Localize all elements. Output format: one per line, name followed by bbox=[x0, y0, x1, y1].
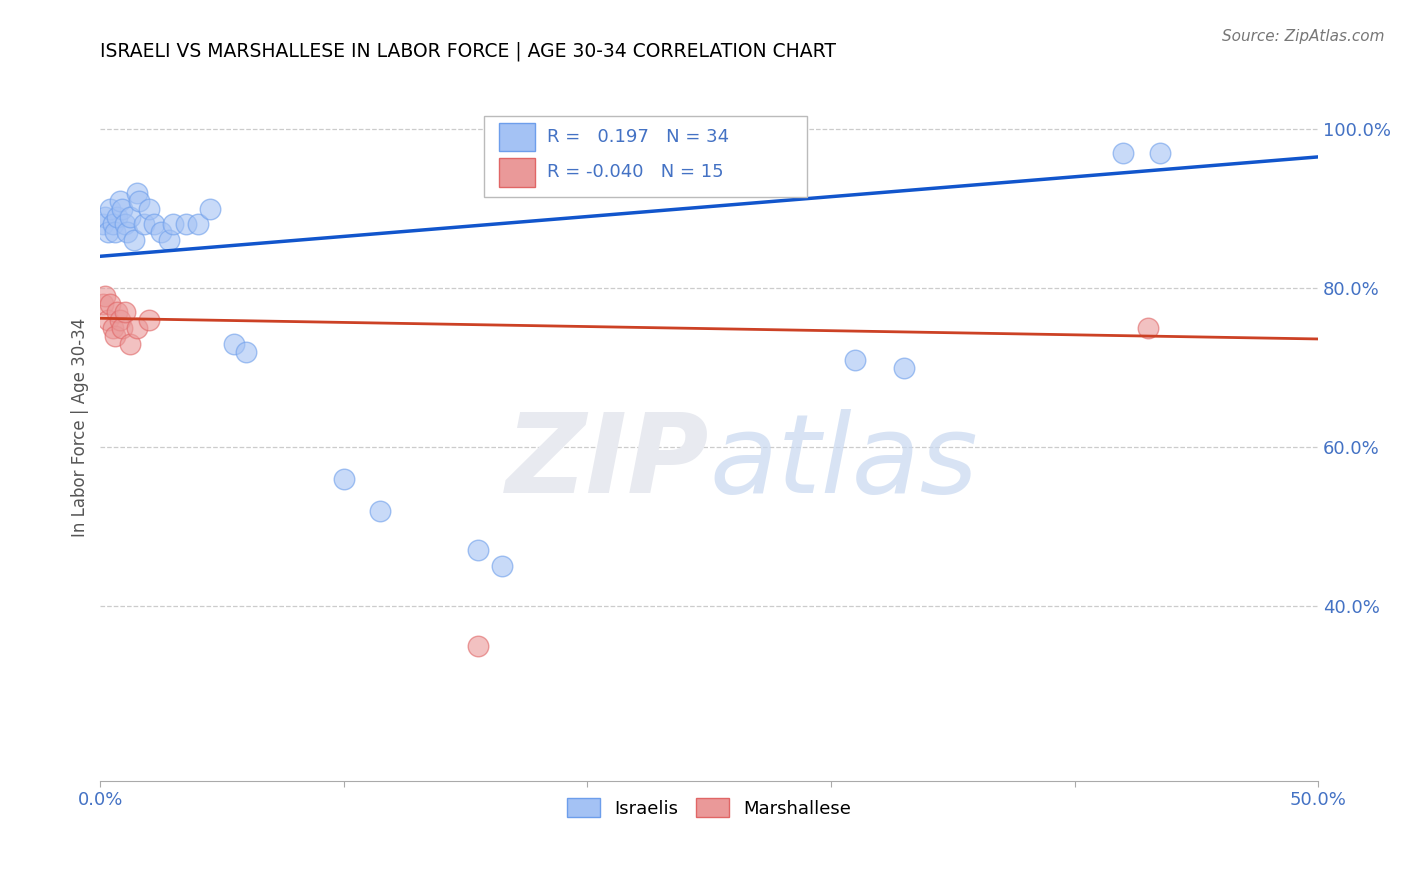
Text: R =   0.197   N = 34: R = 0.197 N = 34 bbox=[547, 128, 730, 146]
Point bbox=[97, 313, 120, 327]
Text: ZIP: ZIP bbox=[506, 409, 709, 516]
Y-axis label: In Labor Force | Age 30-34: In Labor Force | Age 30-34 bbox=[72, 318, 89, 537]
Legend: Israelis, Marshallese: Israelis, Marshallese bbox=[560, 791, 859, 825]
FancyBboxPatch shape bbox=[484, 116, 807, 197]
Point bbox=[467, 639, 489, 653]
Point bbox=[491, 559, 513, 574]
Point bbox=[111, 202, 134, 216]
Point bbox=[157, 233, 180, 247]
Point bbox=[150, 226, 173, 240]
Point bbox=[198, 202, 221, 216]
Point bbox=[893, 360, 915, 375]
Point bbox=[98, 202, 121, 216]
Text: atlas: atlas bbox=[709, 409, 977, 516]
Text: Source: ZipAtlas.com: Source: ZipAtlas.com bbox=[1222, 29, 1385, 44]
Point bbox=[115, 226, 138, 240]
Point bbox=[128, 194, 150, 208]
FancyBboxPatch shape bbox=[499, 159, 536, 186]
Point bbox=[138, 202, 160, 216]
Point bbox=[124, 233, 146, 247]
Point bbox=[125, 186, 148, 200]
Point bbox=[134, 218, 156, 232]
Point bbox=[467, 543, 489, 558]
Point bbox=[142, 218, 165, 232]
Point bbox=[108, 194, 131, 208]
Point bbox=[97, 226, 120, 240]
Point bbox=[125, 321, 148, 335]
Point bbox=[1136, 321, 1159, 335]
Point bbox=[1149, 145, 1171, 160]
Point bbox=[224, 336, 246, 351]
FancyBboxPatch shape bbox=[499, 123, 536, 152]
Point bbox=[94, 289, 117, 303]
Text: ISRAELI VS MARSHALLESE IN LABOR FORCE | AGE 30-34 CORRELATION CHART: ISRAELI VS MARSHALLESE IN LABOR FORCE | … bbox=[100, 42, 837, 62]
Text: R = -0.040   N = 15: R = -0.040 N = 15 bbox=[547, 163, 724, 181]
Point bbox=[114, 218, 136, 232]
Point bbox=[235, 344, 257, 359]
Point bbox=[111, 321, 134, 335]
Point bbox=[105, 305, 128, 319]
Point bbox=[104, 226, 127, 240]
Point bbox=[105, 210, 128, 224]
Point bbox=[101, 218, 124, 232]
Point bbox=[174, 218, 197, 232]
Point bbox=[94, 210, 117, 224]
Point bbox=[138, 313, 160, 327]
Point bbox=[333, 472, 356, 486]
Point bbox=[91, 218, 114, 232]
Point bbox=[114, 305, 136, 319]
Point bbox=[187, 218, 209, 232]
Point bbox=[108, 313, 131, 327]
Point bbox=[1112, 145, 1135, 160]
Point bbox=[104, 328, 127, 343]
Point bbox=[91, 297, 114, 311]
Point bbox=[101, 321, 124, 335]
Point bbox=[844, 352, 866, 367]
Point bbox=[118, 210, 141, 224]
Point bbox=[162, 218, 184, 232]
Point bbox=[118, 336, 141, 351]
Point bbox=[98, 297, 121, 311]
Point bbox=[370, 504, 392, 518]
